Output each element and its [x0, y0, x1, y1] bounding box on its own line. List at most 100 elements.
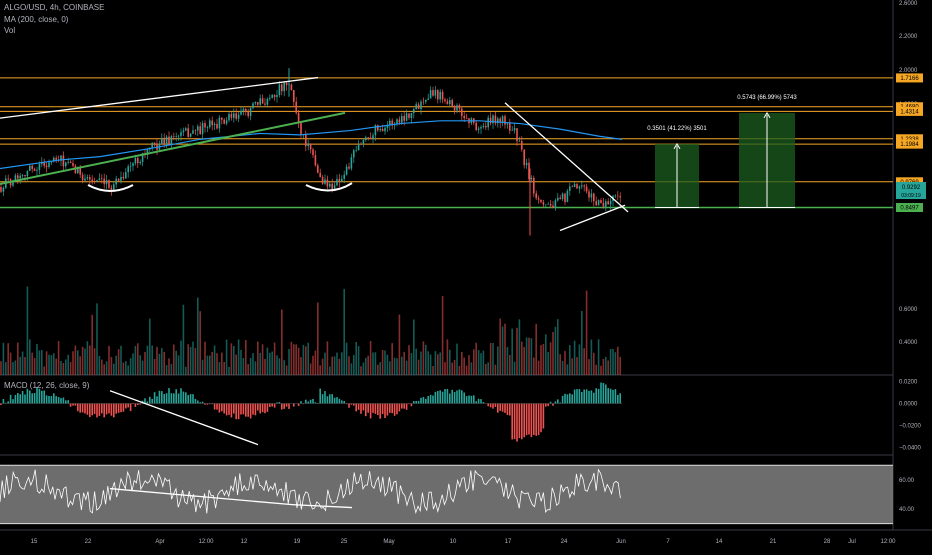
volume-bar [591, 340, 593, 375]
macd-tick-label: 0.0000 [899, 401, 918, 407]
volume-bar [144, 352, 146, 375]
macd-bar [334, 398, 336, 404]
candle-body [228, 114, 230, 120]
volume-bar [300, 357, 302, 375]
candle-body [39, 164, 41, 170]
candle-body [615, 196, 617, 197]
macd-bar [187, 395, 189, 403]
macd-bar [478, 399, 480, 404]
volume-bar [495, 365, 497, 375]
candle-body [67, 162, 69, 163]
candle-body [305, 134, 307, 146]
macd-bar [468, 395, 470, 403]
volume-bar [235, 355, 237, 375]
candle-body [178, 136, 180, 137]
volume-bar [583, 348, 585, 375]
macd-bar [178, 393, 180, 403]
volume-bar [535, 324, 537, 375]
candle-body [283, 83, 285, 91]
volume-bar [437, 354, 439, 375]
time-tick-label: Jul [848, 539, 856, 545]
macd-bar [382, 403, 384, 414]
candle-body [413, 109, 415, 113]
macd-bar [267, 403, 269, 411]
candle-body [286, 83, 288, 85]
volume-bar [238, 339, 240, 375]
macd-bar [607, 388, 609, 403]
macd-bar [576, 389, 578, 403]
volume-bar [298, 348, 300, 375]
macd-bar [379, 403, 381, 418]
volume-bar [163, 352, 165, 375]
macd-bar [375, 403, 377, 413]
macd-bar [399, 403, 401, 411]
price-candles [0, 68, 621, 235]
candle-body [423, 102, 425, 103]
candle-body [243, 109, 245, 111]
macd-bar [519, 403, 521, 438]
volume-bar [384, 350, 386, 375]
macd-bar [51, 396, 53, 403]
ma-label: MA (200, close, 0) [4, 15, 68, 24]
macd-bar [12, 399, 14, 403]
macd-bar [15, 395, 17, 404]
candle-body [231, 114, 233, 118]
volume-bar [605, 357, 607, 375]
volume-bar [375, 352, 377, 375]
macd-bar [540, 403, 542, 432]
volume-bar [576, 357, 578, 375]
volume-bar [161, 348, 163, 375]
candle-body [209, 120, 211, 127]
volume-bar [475, 343, 477, 375]
volume-bar [418, 360, 420, 375]
macd-bar [562, 396, 564, 404]
candle-body [399, 119, 401, 122]
candle-body [197, 126, 199, 130]
macd-bar [305, 400, 307, 404]
volume-bar [27, 287, 29, 375]
macd-bar [588, 391, 590, 404]
candle-body [101, 178, 103, 179]
macd-bar [514, 403, 516, 439]
candle-body [550, 204, 552, 206]
macd-bar [286, 403, 288, 406]
volume-bar [619, 357, 621, 375]
candle-body [343, 175, 345, 179]
candle-body [341, 179, 343, 182]
rsi-band [0, 465, 893, 523]
candle-body [425, 100, 427, 102]
candle-body [291, 84, 293, 90]
macd-bar [89, 403, 91, 417]
candle-body [617, 196, 619, 197]
volume-bar [603, 359, 605, 375]
volume-bar [387, 355, 389, 375]
macd-bar [557, 399, 559, 403]
candle-body [370, 137, 372, 138]
macd-bar [7, 401, 9, 403]
volume-bar [370, 341, 372, 375]
macd-bar [255, 403, 257, 415]
macd-bar [243, 403, 245, 414]
macd-bar [31, 393, 33, 403]
volume-bar [343, 289, 345, 375]
volume-bar [521, 342, 523, 375]
candle-body [519, 141, 521, 142]
volume-bar [540, 345, 542, 375]
candle-body [264, 104, 266, 105]
macd-bar [391, 403, 393, 413]
volume-bar [204, 342, 206, 375]
macd-bar [348, 403, 350, 407]
candle-body [511, 130, 513, 131]
macd-bar [65, 400, 67, 403]
macd-bar [423, 397, 425, 404]
macd-bar [521, 403, 523, 439]
candle-body [483, 126, 485, 127]
macd-bar [507, 403, 509, 415]
rsi-tick-label: 40.00 [899, 507, 915, 513]
volume-bar [499, 318, 501, 375]
candle-body [619, 196, 621, 197]
volume-bar [468, 355, 470, 375]
macd-bar [130, 403, 132, 411]
